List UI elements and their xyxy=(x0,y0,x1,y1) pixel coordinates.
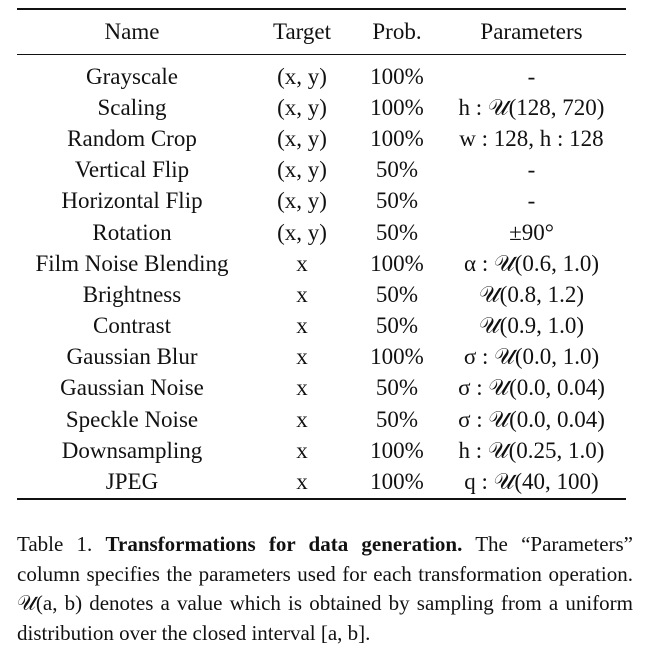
cell-target: x xyxy=(296,437,308,463)
cell-prob: 50% xyxy=(375,219,419,245)
header-target: Target xyxy=(273,19,331,44)
cell-target: x xyxy=(296,406,308,432)
cell-parameters: α : 𝒰(0.6, 1.0) xyxy=(464,250,599,276)
table-row: Film Noise Blending x 100% α : 𝒰(0.6, 1.0) xyxy=(17,248,626,279)
cell-name: Contrast xyxy=(93,313,171,339)
top-rule xyxy=(17,8,626,10)
cell-name: Gaussian Noise xyxy=(60,375,204,401)
cell-name: Rotation xyxy=(92,219,172,245)
table-row: Speckle Noise x 50% σ : 𝒰(0.0, 0.04) xyxy=(17,404,626,435)
cell-prob: 100% xyxy=(370,63,424,89)
cell-target: x xyxy=(296,281,308,307)
cell-parameters: 𝒰(0.9, 1.0) xyxy=(478,313,585,339)
cell-target: (x, y) xyxy=(277,94,327,120)
cell-name: Brightness xyxy=(82,281,182,307)
header-name: Name xyxy=(104,19,160,44)
header-prob: Prob. xyxy=(372,19,422,44)
cell-prob: 50% xyxy=(375,406,419,432)
cell-parameters: - xyxy=(527,188,536,214)
transformations-table-block: Name Target Prob. Parameters Grayscale (x… xyxy=(17,8,626,500)
cell-parameters: - xyxy=(527,157,536,183)
cell-name: Vertical Flip xyxy=(74,157,190,183)
cell-parameters: - xyxy=(527,63,536,89)
cell-target: (x, y) xyxy=(277,125,327,151)
caption-label: Table 1. xyxy=(17,532,93,556)
cell-parameters: σ : 𝒰(0.0, 0.04) xyxy=(458,406,605,432)
cell-prob: 50% xyxy=(375,375,419,401)
cell-name: Downsampling xyxy=(61,437,203,463)
cell-parameters: w : 128, h : 128 xyxy=(459,125,604,151)
cell-target: x xyxy=(296,375,308,401)
table-row: Contrast x 50% 𝒰(0.9, 1.0) xyxy=(17,311,626,342)
bottom-rule xyxy=(17,497,626,500)
cell-parameters: σ : 𝒰(0.0, 1.0) xyxy=(463,344,600,370)
cell-prob: 50% xyxy=(375,157,419,183)
cell-prob: 50% xyxy=(375,188,419,214)
transformations-table: Name Target Prob. Parameters xyxy=(17,10,626,54)
table-row: Horizontal Flip (x, y) 50% - xyxy=(17,186,626,217)
table-row: Gaussian Blur x 100% σ : 𝒰(0.0, 1.0) xyxy=(17,342,626,373)
table-row: JPEG x 100% q : 𝒰(40, 100) xyxy=(17,466,626,497)
cell-prob: 100% xyxy=(370,125,424,151)
table-row: Random Crop (x, y) 100% w : 128, h : 128 xyxy=(17,123,626,154)
caption-body: The “Parameters” column specifies the pa… xyxy=(17,532,634,645)
cell-name: Film Noise Blending xyxy=(35,250,229,276)
cell-target: x xyxy=(296,469,308,495)
cell-parameters: h : 𝒰(0.25, 1.0) xyxy=(458,437,605,463)
header-rule xyxy=(17,54,626,55)
table-row: Downsampling x 100% h : 𝒰(0.25, 1.0) xyxy=(17,435,626,466)
cell-prob: 50% xyxy=(375,281,419,307)
cell-target: (x, y) xyxy=(277,188,327,214)
cell-name: Speckle Noise xyxy=(65,406,199,432)
cell-name: Grayscale xyxy=(86,63,178,89)
table-caption: Table 1. Transformations for data genera… xyxy=(17,530,633,648)
table-row: Scaling (x, y) 100% h : 𝒰(128, 720) xyxy=(17,92,626,123)
cell-name: Horizontal Flip xyxy=(61,188,203,214)
transformations-table-body: Grayscale (x, y) 100% - Scaling (x, y) 100% h :… xyxy=(17,55,626,498)
cell-prob: 100% xyxy=(370,94,424,120)
cell-parameters: 𝒰(0.8, 1.2) xyxy=(478,281,585,307)
cell-prob: 100% xyxy=(370,437,424,463)
cell-target: (x, y) xyxy=(277,219,327,245)
cell-target: x xyxy=(296,250,308,276)
cell-name: Scaling xyxy=(97,94,167,120)
cell-prob: 100% xyxy=(370,250,424,276)
table-row: Brightness x 50% 𝒰(0.8, 1.2) xyxy=(17,279,626,310)
cell-prob: 50% xyxy=(375,313,419,339)
header-parameters: Parameters xyxy=(480,19,583,44)
cell-target: (x, y) xyxy=(277,157,327,183)
table-row: Grayscale (x, y) 100% - xyxy=(17,55,626,92)
cell-prob: 100% xyxy=(370,469,424,495)
caption-title: Transformations for data generation. xyxy=(105,532,463,556)
table-row: Rotation (x, y) 50% ±90° xyxy=(17,217,626,248)
cell-name: Random Crop xyxy=(67,125,197,151)
cell-parameters: h : 𝒰(128, 720) xyxy=(458,94,605,120)
cell-name: JPEG xyxy=(105,469,159,495)
header-row: Name Target Prob. Parameters xyxy=(17,10,626,54)
cell-target: x xyxy=(296,313,308,339)
cell-target: x xyxy=(296,344,308,370)
cell-target: (x, y) xyxy=(277,63,327,89)
table-row: Vertical Flip (x, y) 50% - xyxy=(17,155,626,186)
cell-parameters: q : 𝒰(40, 100) xyxy=(464,469,599,495)
cell-parameters: σ : 𝒰(0.0, 0.04) xyxy=(458,375,605,401)
cell-prob: 100% xyxy=(370,344,424,370)
cell-name: Gaussian Blur xyxy=(66,344,198,370)
cell-parameters: ±90° xyxy=(509,219,554,245)
table-row: Gaussian Noise x 50% σ : 𝒰(0.0, 0.04) xyxy=(17,373,626,404)
